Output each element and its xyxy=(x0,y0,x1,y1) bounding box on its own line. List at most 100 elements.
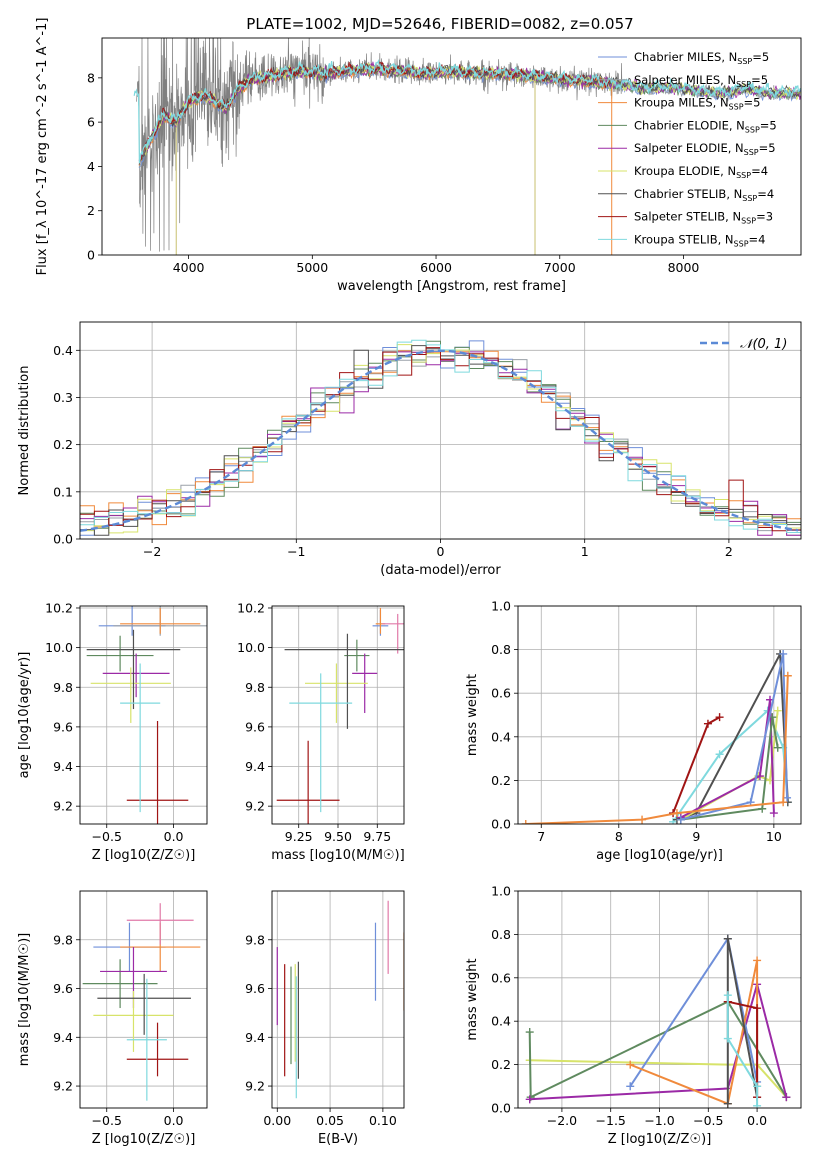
y-tick-label: 0.1 xyxy=(53,484,73,499)
weight-marker xyxy=(525,1095,534,1104)
x-tick-label: 9.50 xyxy=(324,829,352,844)
weight-marker xyxy=(758,804,767,813)
y-tick-label: 0.0 xyxy=(491,1101,511,1116)
x-axis-label: (data-model)/error xyxy=(380,563,501,578)
x-tick-label: 8000 xyxy=(668,260,700,275)
y-axis-label: mass [log10(M/M☉)] xyxy=(17,933,32,1066)
y-tick-label: 1.0 xyxy=(491,599,511,614)
legend-label-base: Kroupa ELODIE, N xyxy=(634,164,736,178)
legend-label-sub: SSP xyxy=(745,125,760,134)
x-tick-label: 8 xyxy=(615,829,623,844)
x-tick-label: −1.5 xyxy=(596,1113,626,1128)
x-tick-label: 7 xyxy=(537,829,545,844)
y-tick-label: 0.6 xyxy=(491,970,511,985)
y-tick-label: 9.2 xyxy=(245,799,265,814)
y-tick-label: 0.2 xyxy=(491,1057,511,1072)
legend-label: Salpeter STELIB, NSSP=3 xyxy=(634,210,773,226)
x-axis-label: Z [log10(Z/Z☉)] xyxy=(92,1132,196,1147)
legend-label: Kroupa STELIB, NSSP=4 xyxy=(634,232,765,248)
x-tick-label: 0 xyxy=(437,544,445,559)
weight-marker xyxy=(723,991,732,1000)
weight-marker xyxy=(773,743,782,752)
y-tick-label: 1.0 xyxy=(491,884,511,899)
x-tick-label: 9 xyxy=(692,829,700,844)
plot-area xyxy=(276,607,404,824)
y-tick-label: 0.4 xyxy=(491,729,511,744)
x-tick-label: 0.05 xyxy=(316,1113,344,1128)
x-tick-label: −1 xyxy=(287,544,305,559)
y-axis-label: age [log10(age/yr)] xyxy=(17,652,32,779)
legend-label-sub: SSP xyxy=(734,239,749,248)
y-tick-label: 9.4 xyxy=(53,759,73,774)
y-tick-label: 0 xyxy=(87,248,95,263)
panel-spectrum: 4000 5000 6000 7000 8000 0 2 4 6 8 wavelength [Ang… xyxy=(35,18,802,294)
weight-marker xyxy=(753,1082,762,1091)
panel-age-vs-mass: 9.25 9.50 9.75 9.2 9.4 9.6 9.8 10.0 10.2 mass [lo… xyxy=(237,600,405,863)
legend-label: Kroupa ELODIE, NSSP=4 xyxy=(634,164,768,180)
x-tick-label: 6000 xyxy=(420,260,452,275)
spectrum-model-line xyxy=(133,59,801,164)
legend-label-tail: =5 xyxy=(751,73,768,87)
y-tick-label: 9.2 xyxy=(245,1079,265,1094)
y-tick-label: 0.2 xyxy=(491,773,511,788)
y-tick-label: 0.3 xyxy=(53,390,73,405)
legend-label: Chabrier ELODIE, NSSP=5 xyxy=(634,118,777,134)
axes-frame xyxy=(79,890,208,1109)
y-tick-label: 8 xyxy=(87,70,95,85)
y-tick-label: 0.2 xyxy=(53,437,73,452)
weight-marker xyxy=(723,934,732,943)
y-tick-label: 9.6 xyxy=(245,981,265,996)
y-tick-label: 9.2 xyxy=(53,1079,73,1094)
residual-histogram xyxy=(80,339,801,533)
legend-label-tail: =4 xyxy=(751,164,768,178)
legend-label-base: Kroupa STELIB, N xyxy=(634,232,734,246)
figure-title: PLATE=1002, MJD=52646, FIBERID=0082, z=0… xyxy=(246,15,633,33)
legend-label-sub: SSP xyxy=(736,171,751,180)
legend-label-tail: =5 xyxy=(744,96,761,110)
y-tick-label: 9.2 xyxy=(53,799,73,814)
plot-area xyxy=(521,649,792,824)
x-axis-label: wavelength [Angstrom, rest frame] xyxy=(337,279,566,294)
y-tick-label: 9.4 xyxy=(245,1030,265,1045)
panel-mass-weight-vs-age: 7 8 9 10 0.0 0.2 0.4 0.6 0.8 1.0 age [log10(age/yr… xyxy=(465,599,802,863)
y-axis-label: Normed distribution xyxy=(17,366,32,496)
x-tick-label: 7000 xyxy=(544,260,576,275)
y-axis-label: Flux [f_λ 10^-17 erg cm^-2 s^-1 A^-1] xyxy=(35,18,50,276)
spectrum-model-line xyxy=(139,61,612,163)
axes-frame xyxy=(271,890,405,1109)
y-tick-label: 9.8 xyxy=(53,932,73,947)
weight-marker xyxy=(753,956,762,965)
weight-marker xyxy=(525,1028,534,1037)
y-tick-label: 0.4 xyxy=(53,343,73,358)
legend-label-sub: SSP xyxy=(736,80,751,89)
weight-marker xyxy=(626,1060,635,1069)
plot-area xyxy=(82,903,201,1101)
panel-age-vs-Z: −0.5 0.0 9.2 9.4 9.6 9.8 10.0 10.2 Z [log10(Z/Z☉… xyxy=(17,600,208,863)
legend-label-base: Chabrier ELODIE, N xyxy=(634,118,745,132)
residual-histogram xyxy=(80,347,801,532)
x-axis-label: Z [log10(Z/Z☉)] xyxy=(92,848,196,863)
y-axis-label: mass weight xyxy=(465,958,480,1040)
weight-marker xyxy=(521,820,530,824)
legend-label-tail: =5 xyxy=(752,50,769,64)
weight-series-line xyxy=(529,1059,788,1098)
plot-area xyxy=(276,900,404,1099)
legend-label-tail: =4 xyxy=(757,187,774,201)
weight-marker xyxy=(779,798,788,807)
legend-label-base: Chabrier STELIB, N xyxy=(634,187,742,201)
x-tick-label: 10 xyxy=(766,829,782,844)
x-tick-label: 0.0 xyxy=(164,1113,184,1128)
weight-marker xyxy=(715,750,724,759)
residual-histogram xyxy=(80,351,801,536)
legend-label-tail: =3 xyxy=(756,210,773,224)
x-axis-label: E(B-V) xyxy=(318,1132,358,1147)
legend-label-base: Salpeter STELIB, N xyxy=(634,210,741,224)
axes-frame xyxy=(517,890,802,1109)
weight-marker xyxy=(723,1034,732,1043)
y-tick-label: 10.0 xyxy=(237,640,265,655)
x-axis-label: Z [log10(Z/Z☉)] xyxy=(608,1132,712,1147)
weight-marker xyxy=(773,706,782,715)
x-tick-label: 5000 xyxy=(296,260,328,275)
legend-label: Salpeter MILES, NSSP=5 xyxy=(634,73,768,89)
legend-label-base: Chabrier MILES, N xyxy=(634,50,737,64)
